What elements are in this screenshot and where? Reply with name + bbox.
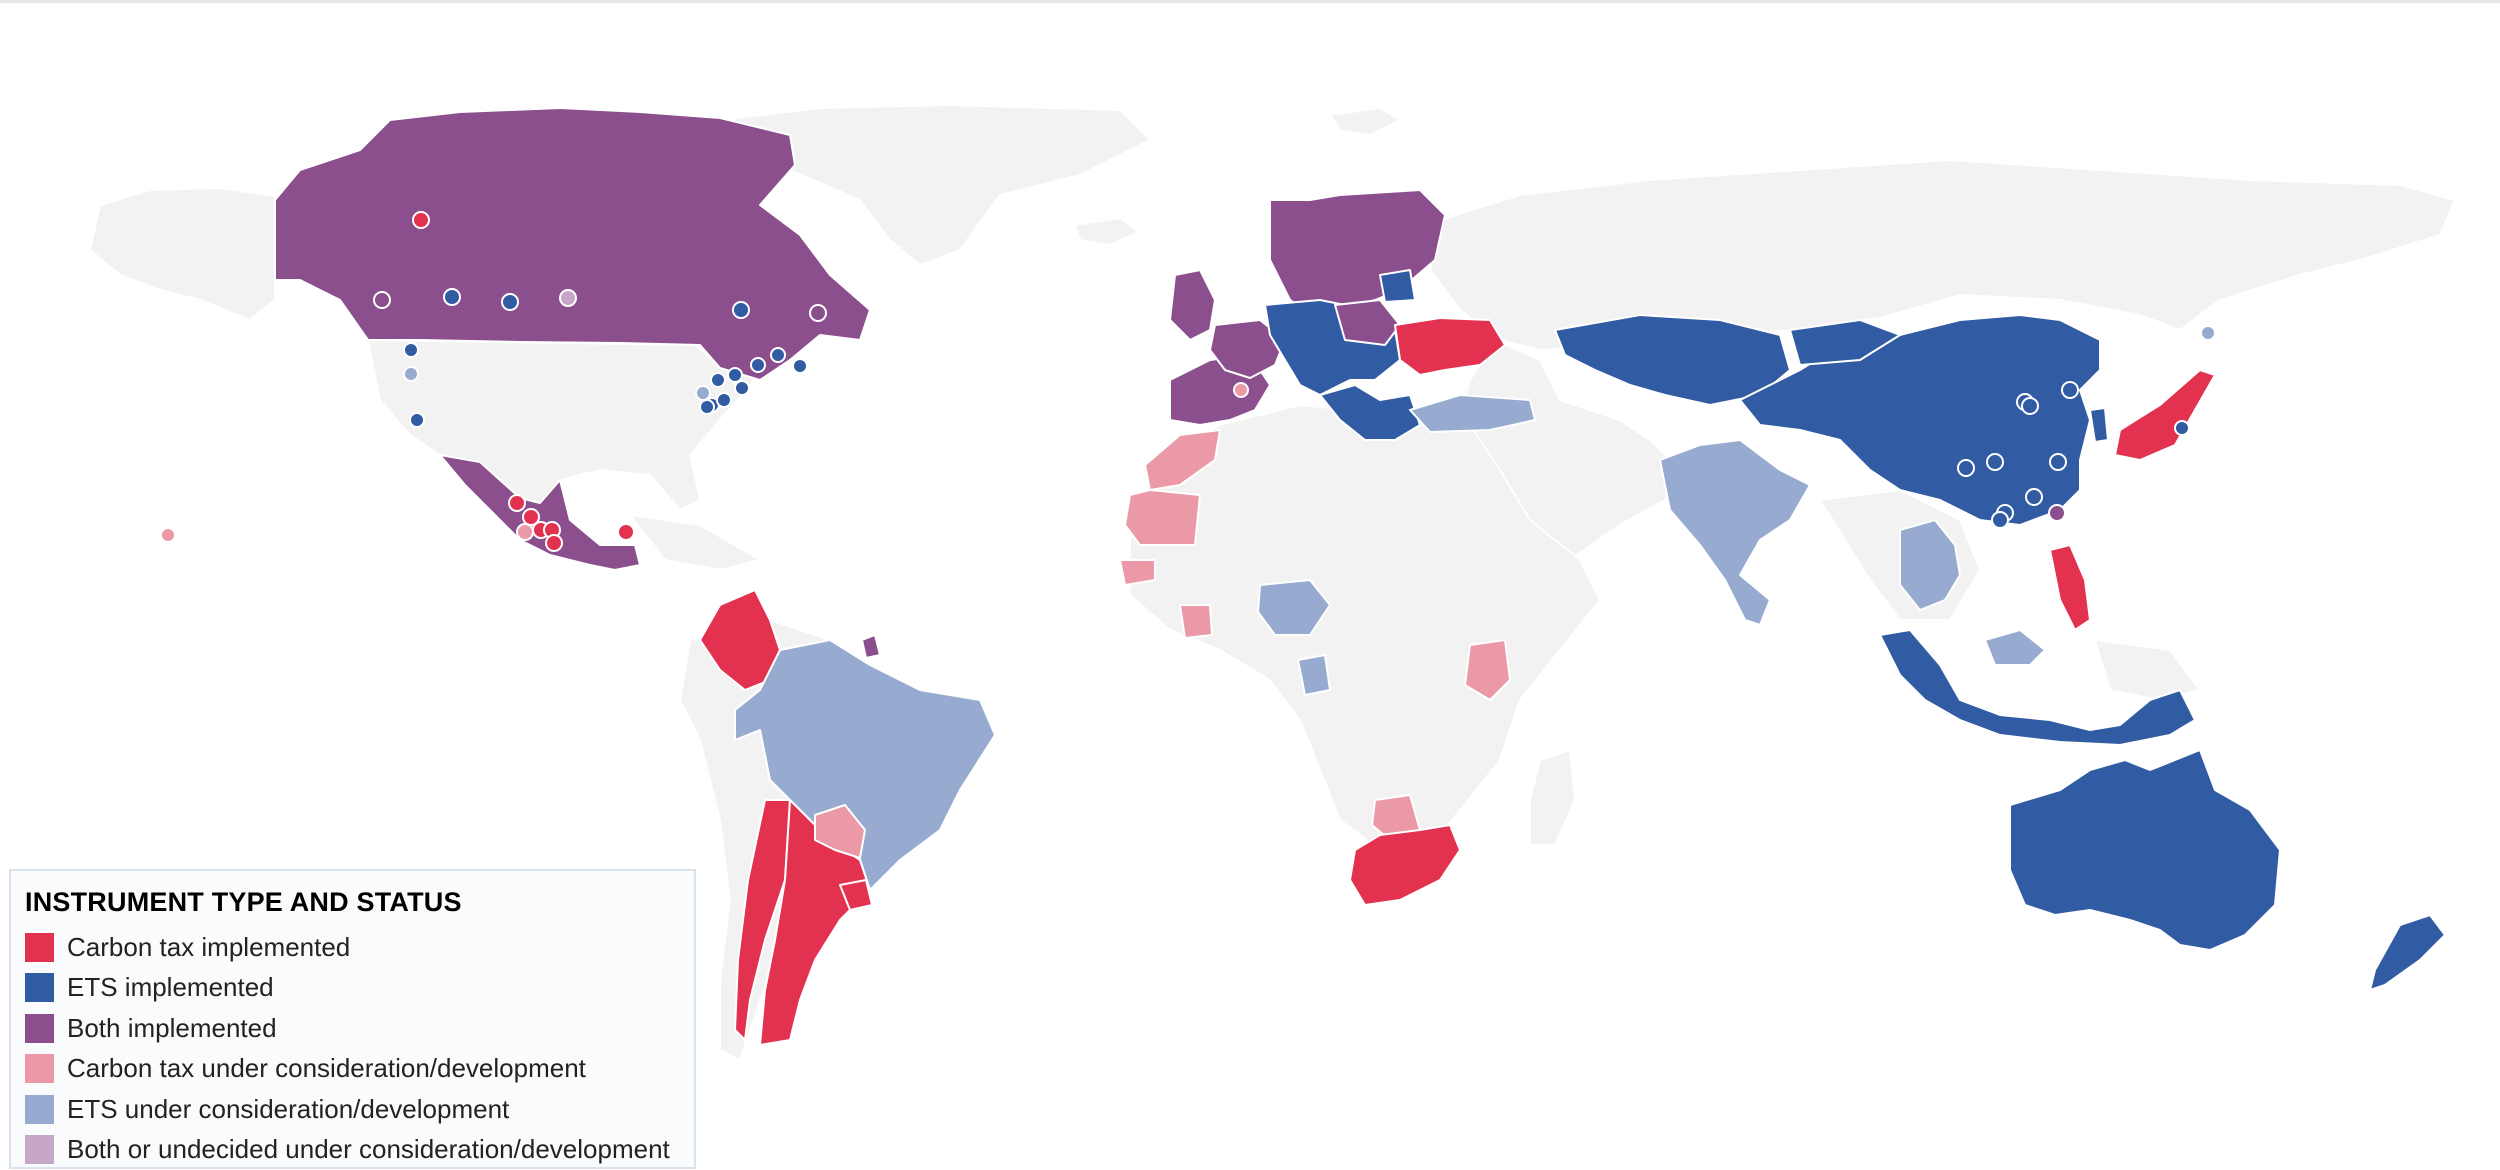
marker-washington (404, 343, 418, 357)
legend-swatch (25, 1095, 54, 1124)
philippines (2050, 545, 2090, 630)
marker-rggi-10 (700, 400, 714, 414)
japan (2115, 370, 2215, 460)
malaysia-borneo (1985, 630, 2045, 665)
marker-china-beijing (2062, 382, 2078, 398)
marker-rggi-7 (793, 359, 807, 373)
legend-swatch (25, 973, 54, 1002)
marker-alberta (444, 289, 460, 305)
legend-items: Carbon tax implemented ETS implemented B… (25, 927, 694, 1170)
marker-china-chongqing (1958, 460, 1974, 476)
india (1660, 440, 1810, 625)
caribbean-central (630, 515, 760, 570)
legend-swatch (25, 933, 54, 962)
marker-saskatchewan (502, 294, 518, 310)
marker-china-shanghai (2050, 454, 2066, 470)
marker-china-shenzhen (1992, 512, 2008, 528)
marker-newfoundland (810, 305, 826, 321)
marker-oregon (404, 367, 418, 381)
marker-manitoba (560, 290, 576, 306)
new-zealand (2370, 915, 2445, 990)
marker-sakhalin (2201, 326, 2215, 340)
svalbard-islands (1330, 108, 1400, 135)
legend-item-carbon-tax-consideration: Carbon tax under consideration/developme… (25, 1049, 694, 1090)
marker-tokyo (2175, 421, 2189, 435)
mauritania (1125, 490, 1200, 545)
kazakhstan (1555, 315, 1790, 405)
legend-label: Both or undecided under consideration/de… (67, 1134, 670, 1165)
png (2095, 640, 2200, 700)
legend-swatch (25, 1135, 54, 1164)
legend-item-ets-implemented: ETS implemented (25, 968, 694, 1009)
poland (1335, 300, 1400, 345)
legend-label: Carbon tax under consideration/developme… (67, 1053, 586, 1084)
legend-item-carbon-tax-implemented: Carbon tax implemented (25, 927, 694, 968)
legend-swatch (25, 1014, 54, 1043)
marker-rggi-5 (751, 358, 765, 372)
marker-california (410, 413, 424, 427)
usa (368, 340, 770, 510)
senegal (1120, 560, 1155, 585)
marker-yucatan (618, 524, 634, 540)
korea (2090, 408, 2108, 442)
marker-quebec (733, 302, 749, 318)
marker-bc (374, 292, 390, 308)
marker-rggi-1 (696, 386, 710, 400)
marker-rggi-2 (711, 373, 725, 387)
marker-mexico-1 (509, 495, 525, 511)
madagascar (1530, 750, 1575, 845)
marker-mexico-6 (546, 535, 562, 551)
uk-ireland (1170, 270, 1215, 340)
legend-title: INSTRUMENT TYPE AND STATUS (25, 883, 694, 927)
canada (275, 108, 870, 380)
marker-rggi-6 (771, 348, 785, 362)
legend-label: ETS under consideration/development (67, 1094, 509, 1125)
marker-hawaii (161, 528, 175, 542)
marker-spain (1234, 383, 1248, 397)
norway-sweden-finland (1270, 190, 1445, 320)
legend-swatch (25, 1054, 54, 1083)
australia (2010, 750, 2280, 950)
marker-rggi-3 (728, 368, 742, 382)
iceland (1075, 218, 1138, 245)
french-guiana (862, 635, 880, 658)
alaska (90, 188, 275, 320)
baltics (1380, 270, 1415, 302)
marker-taiwan (2049, 505, 2065, 521)
marker-rggi-9 (717, 393, 731, 407)
legend-item-both-undecided-consideration: Both or undecided under consideration/de… (25, 1130, 694, 1170)
marker-china-hebei (2022, 398, 2038, 414)
gabon-congo (1298, 655, 1330, 695)
marker-rggi-4 (735, 381, 749, 395)
legend-item-both-implemented: Both implemented (25, 1008, 694, 1049)
legend-label: ETS implemented (67, 972, 274, 1003)
russia (1430, 160, 2455, 350)
marker-china-hubei (1987, 454, 2003, 470)
marker-mexico-3 (517, 524, 533, 540)
legend-item-ets-consideration: ETS under consideration/development (25, 1089, 694, 1130)
legend: INSTRUMENT TYPE AND STATUS Carbon tax im… (9, 869, 696, 1169)
marker-canada-north (413, 212, 429, 228)
cote-divoire (1180, 605, 1212, 638)
marker-china-fujian (2026, 489, 2042, 505)
legend-label: Carbon tax implemented (67, 932, 350, 963)
legend-label: Both implemented (67, 1013, 277, 1044)
